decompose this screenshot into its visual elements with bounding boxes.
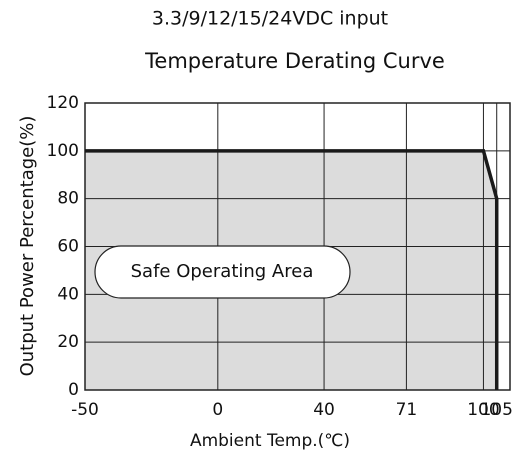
x-tick-label: -50 — [71, 400, 99, 420]
chart-subtitle: Temperature Derating Curve — [144, 49, 445, 73]
chart-title: 3.3/9/12/15/24VDC input — [152, 8, 388, 30]
y-tick-label: 60 — [57, 237, 79, 257]
x-tick-label: 40 — [313, 400, 335, 420]
plot-frame — [84, 102, 511, 391]
y-tick-label: 40 — [57, 284, 79, 304]
y-tick-label: 100 — [47, 141, 79, 161]
x-tick-label: 0 — [212, 400, 223, 420]
x-tick-label: 71 — [396, 400, 418, 420]
y-tick-label: 120 — [47, 93, 79, 113]
y-tick-label: 20 — [57, 332, 79, 352]
x-axis-label: Ambient Temp.(℃) — [190, 431, 350, 451]
x-tick-label: 100 — [467, 400, 499, 420]
y-tick-label: 0 — [68, 380, 79, 400]
annotation-box — [94, 245, 351, 299]
annotation: Safe Operating Area — [131, 261, 314, 282]
y-axis-label: Output Power Percentage(%) — [17, 116, 38, 377]
derating-line — [85, 149, 499, 390]
x-tick-label: 105 — [480, 400, 512, 420]
y-tick-label: 80 — [57, 189, 79, 209]
